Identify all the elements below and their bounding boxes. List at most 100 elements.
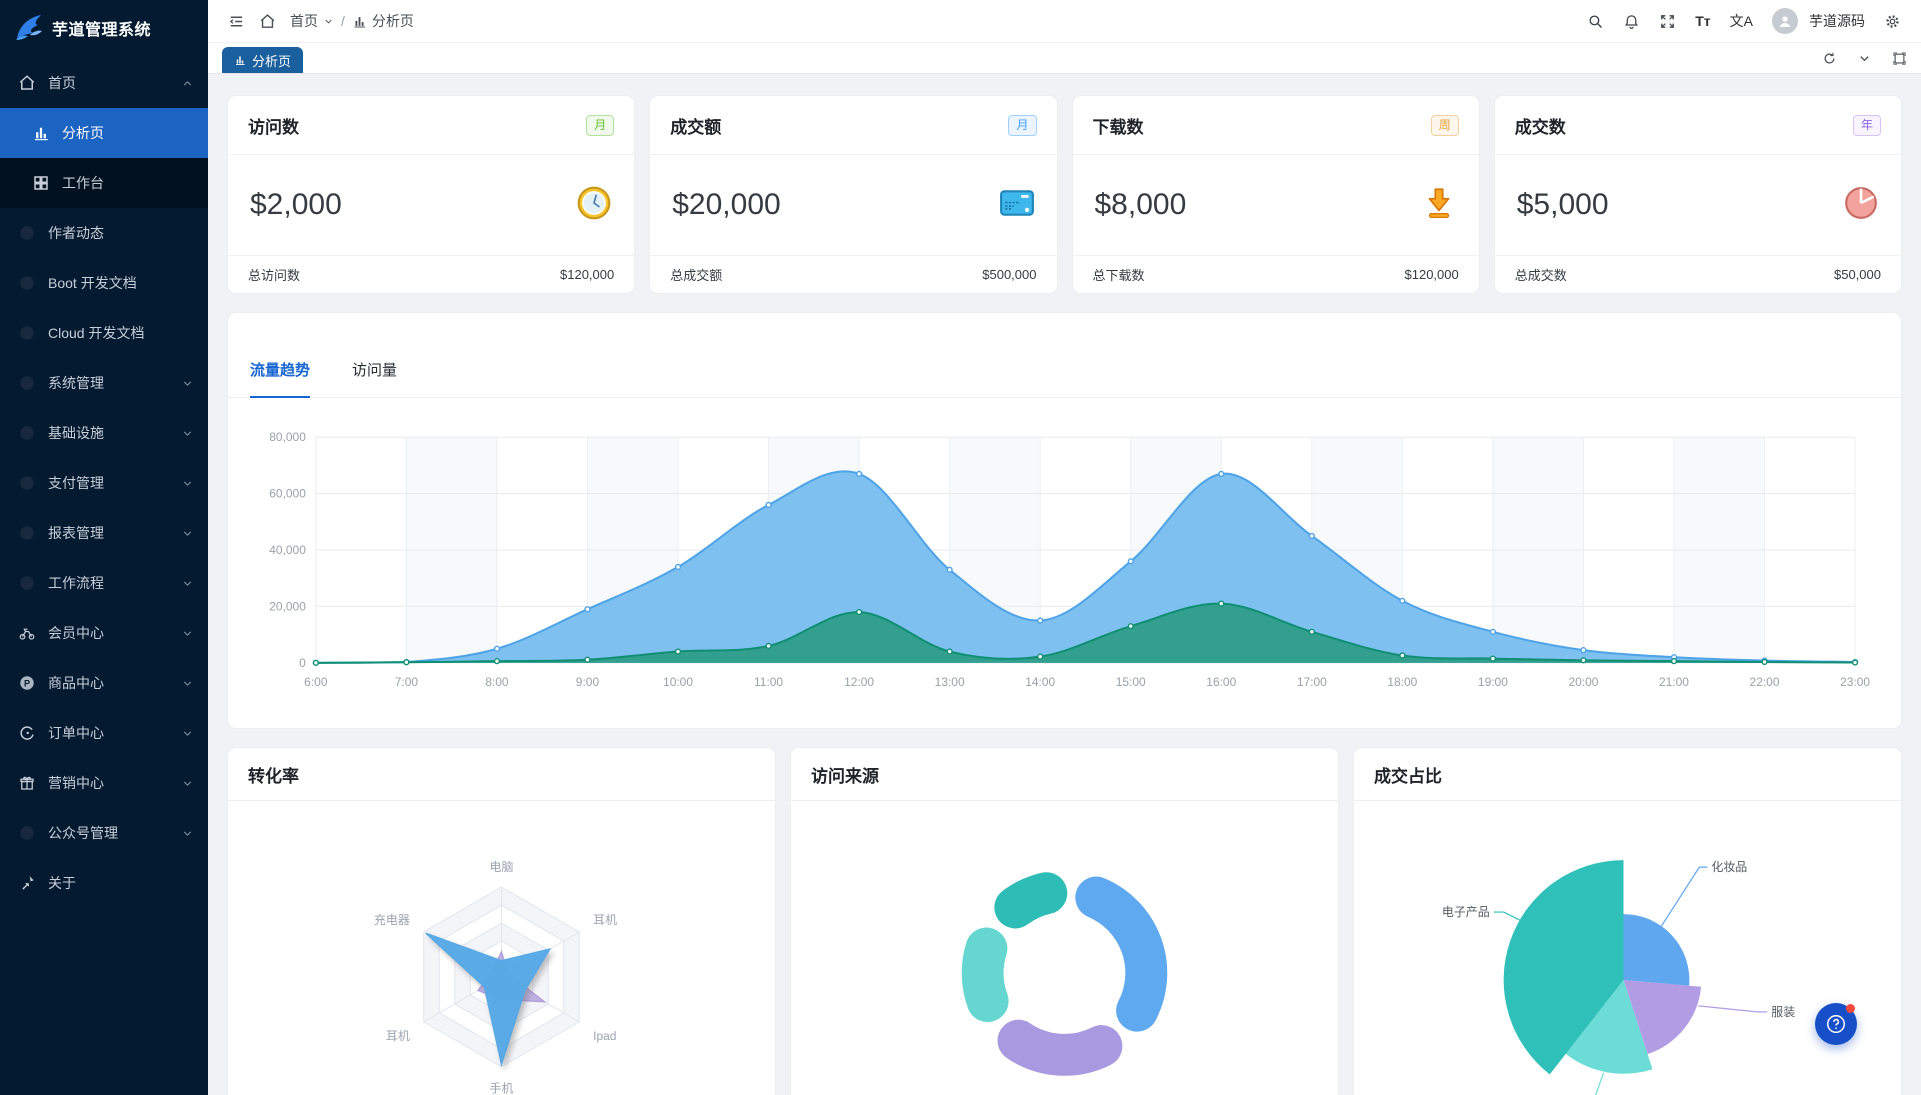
svg-text:手机: 手机	[490, 1082, 514, 1095]
svg-text:9:00: 9:00	[576, 675, 600, 689]
svg-text:19:00: 19:00	[1478, 675, 1508, 689]
settings-gear-icon[interactable]	[1884, 13, 1901, 30]
notification-dot	[1846, 1004, 1855, 1013]
sidebar-item-workflow[interactable]: 工作流程	[0, 558, 208, 608]
stat-card-2: 下载数 周 $8,000 总下载数 $120,000	[1072, 96, 1479, 293]
sidebar-item-cloud-doc[interactable]: Cloud 开发文档	[0, 308, 208, 358]
download-icon	[1421, 185, 1457, 226]
sidebar-item-home[interactable]: 首页	[0, 58, 208, 108]
breadcrumb-separator: /	[341, 13, 345, 29]
avatar[interactable]	[1772, 8, 1798, 34]
language-icon[interactable]: 文A	[1729, 13, 1753, 29]
sidebar: 芋道管理系统 首页 分析页 工作台 作者动态 Boot 开发文档 Cloud 开发文档 系统…	[0, 0, 208, 1095]
svg-text:耳机: 耳机	[593, 913, 617, 927]
period-badge: 年	[1852, 114, 1881, 136]
chart-icon	[32, 124, 50, 142]
placeholder-icon	[18, 224, 36, 242]
sidebar-item-boot-doc[interactable]: Boot 开发文档	[0, 258, 208, 308]
placeholder-icon	[18, 374, 36, 392]
svg-text:17:00: 17:00	[1297, 675, 1327, 689]
svg-text:10:00: 10:00	[663, 675, 693, 689]
svg-text:12:00: 12:00	[844, 675, 874, 689]
svg-text:耳机: 耳机	[386, 1029, 410, 1043]
app-title: 芋道管理系统	[52, 22, 152, 39]
maximize-icon[interactable]	[1892, 51, 1907, 66]
svg-text:电子产品: 电子产品	[1442, 905, 1490, 919]
sidebar-item-analysis[interactable]: 分析页	[0, 108, 208, 158]
sidebar-item-report[interactable]: 报表管理	[0, 508, 208, 558]
breadcrumb-home[interactable]: 首页	[290, 11, 334, 31]
visit-source-card: 访问来源	[791, 748, 1338, 1095]
traffic-trend-card: 流量趋势 访问量 80,000 60,000 40,000 20,000 0 6:00 7:…	[228, 313, 1901, 728]
svg-text:充电器: 充电器	[374, 912, 410, 927]
collapse-sidebar-icon[interactable]	[228, 13, 245, 30]
sidebar-item-pay[interactable]: 支付管理	[0, 458, 208, 508]
tab-bar: 分析页	[208, 42, 1921, 74]
sidebar-item-author[interactable]: 作者动态	[0, 208, 208, 258]
sidebar-item-mp[interactable]: 公众号管理	[0, 808, 208, 858]
chevron-down-icon	[181, 577, 194, 590]
bar-chart-icon	[354, 16, 366, 27]
svg-text:电脑: 电脑	[490, 860, 514, 874]
svg-text:40,000: 40,000	[269, 543, 306, 557]
fullscreen-icon[interactable]	[1659, 13, 1676, 30]
page-content: 访问数 月 $2,000 总访问数 $120,000 成交额 月 $20,000 总成交额 $50…	[208, 74, 1921, 1095]
stat-card-1: 成交额 月 $20,000 总成交额 $500,000	[650, 96, 1057, 293]
panel-title: 访问来源	[791, 748, 1338, 801]
font-size-icon[interactable]: Tᴛ	[1695, 13, 1711, 29]
tab-traffic-trend[interactable]: 流量趋势	[250, 359, 311, 398]
tab-visit-volume[interactable]: 访问量	[352, 362, 398, 379]
sidebar-item-product[interactable]: P 商品中心	[0, 658, 208, 708]
period-badge: 月	[586, 114, 615, 136]
svg-text:21:00: 21:00	[1659, 675, 1689, 689]
sidebar-item-member[interactable]: 会员中心	[0, 608, 208, 658]
search-icon[interactable]	[1587, 13, 1604, 30]
sidebar-item-order[interactable]: 订单中心	[0, 708, 208, 758]
member-icon	[18, 624, 36, 642]
chevron-down-icon	[181, 627, 194, 640]
app-logo[interactable]: 芋道管理系统	[0, 0, 208, 56]
stat-footer-value: $50,000	[1834, 267, 1881, 282]
sidebar-item-system[interactable]: 系统管理	[0, 358, 208, 408]
refresh-icon[interactable]	[1822, 51, 1837, 66]
chevron-down-icon	[181, 427, 194, 440]
svg-text:16:00: 16:00	[1206, 675, 1236, 689]
stat-cards-row: 访问数 月 $2,000 总访问数 $120,000 成交额 月 $20,000 总成交额 $50…	[228, 96, 1901, 293]
breadcrumb-current[interactable]: 分析页	[352, 11, 414, 31]
sidebar-item-workplace[interactable]: 工作台	[0, 158, 208, 208]
chevron-down-icon[interactable]	[1857, 51, 1872, 66]
chevron-down-icon	[181, 527, 194, 540]
stat-title: 成交额	[670, 117, 722, 137]
svg-text:11:00: 11:00	[754, 675, 783, 689]
pin-icon	[18, 874, 36, 892]
stat-value: $5,000	[1516, 188, 1609, 221]
svg-text:7:00: 7:00	[395, 675, 419, 689]
sidebar-item-infra[interactable]: 基础设施	[0, 408, 208, 458]
stat-footer-value: $120,000	[560, 267, 615, 282]
clock-icon	[576, 185, 612, 226]
stat-value: $20,000	[672, 188, 781, 221]
placeholder-icon	[18, 574, 36, 592]
tab-analysis[interactable]: 分析页	[222, 47, 304, 73]
marketing-icon	[18, 774, 36, 792]
placeholder-icon	[18, 474, 36, 492]
svg-text:6:00: 6:00	[304, 675, 328, 689]
conversion-rate-card: 转化率 电脑 耳机 Ipad 手机 耳机 充电器	[228, 748, 775, 1095]
chevron-down-icon	[181, 777, 194, 790]
chevron-down-icon	[181, 677, 194, 690]
stat-title: 下载数	[1092, 117, 1144, 137]
username[interactable]: 芋道源码	[1809, 13, 1865, 29]
svg-text:13:00: 13:00	[935, 675, 965, 689]
help-button[interactable]	[1815, 1003, 1857, 1045]
visit-source-donut-chart	[961, 872, 1168, 1076]
breadcrumb-home-icon[interactable]	[259, 13, 276, 30]
notification-bell-icon[interactable]	[1623, 13, 1640, 30]
sidebar-item-about[interactable]: 关于	[0, 858, 208, 908]
placeholder-icon	[18, 424, 36, 442]
logo-icon	[16, 15, 42, 40]
sidebar-item-marketing[interactable]: 营销中心	[0, 758, 208, 808]
stat-title: 成交数	[1514, 117, 1566, 137]
placeholder-icon	[18, 324, 36, 342]
